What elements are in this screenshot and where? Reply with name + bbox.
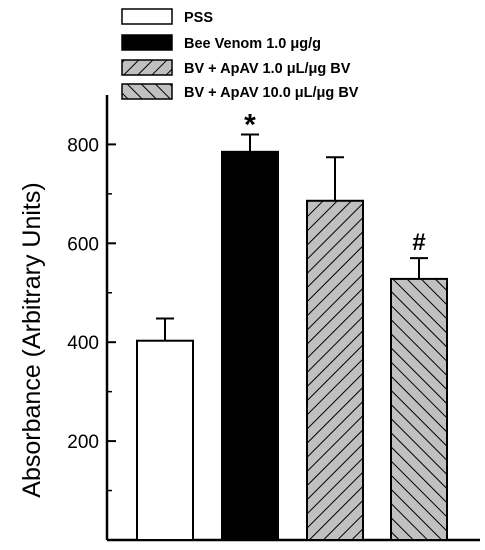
legend: PSS Bee Venom 1.0 μg/g BV + ApAV 1.0 μL/μg… bbox=[121, 8, 359, 101]
bars: *# bbox=[136, 109, 448, 541]
y-tick-label: 200 bbox=[67, 432, 99, 453]
legend-swatch-3 bbox=[121, 59, 173, 76]
significance-star: * bbox=[244, 109, 256, 142]
legend-label-3: BV + ApAV 1.0 μL/μg BV bbox=[184, 61, 351, 77]
bar-2 bbox=[221, 150, 279, 541]
legend-swatch-1 bbox=[121, 8, 173, 25]
bar-4 bbox=[390, 277, 448, 541]
legend-label-2: Bee Venom 1.0 μg/g bbox=[184, 36, 321, 52]
bar-3 bbox=[306, 199, 364, 541]
y-tick-label: 800 bbox=[67, 135, 99, 156]
y-axis-label: Absorbance (Arbitrary Units) bbox=[18, 182, 46, 497]
y-tick-label: 600 bbox=[67, 234, 99, 255]
legend-label-4: BV + ApAV 10.0 μL/μg BV bbox=[184, 85, 359, 101]
y-axis-ticks: 200 400 600 800 bbox=[67, 135, 116, 492]
y-tick-label: 400 bbox=[67, 333, 99, 354]
legend-label-1: PSS bbox=[184, 10, 213, 26]
significance-hash: # bbox=[412, 229, 425, 256]
bar-1 bbox=[136, 339, 194, 541]
legend-swatch-2 bbox=[121, 34, 173, 51]
legend-swatch-4 bbox=[121, 83, 173, 100]
